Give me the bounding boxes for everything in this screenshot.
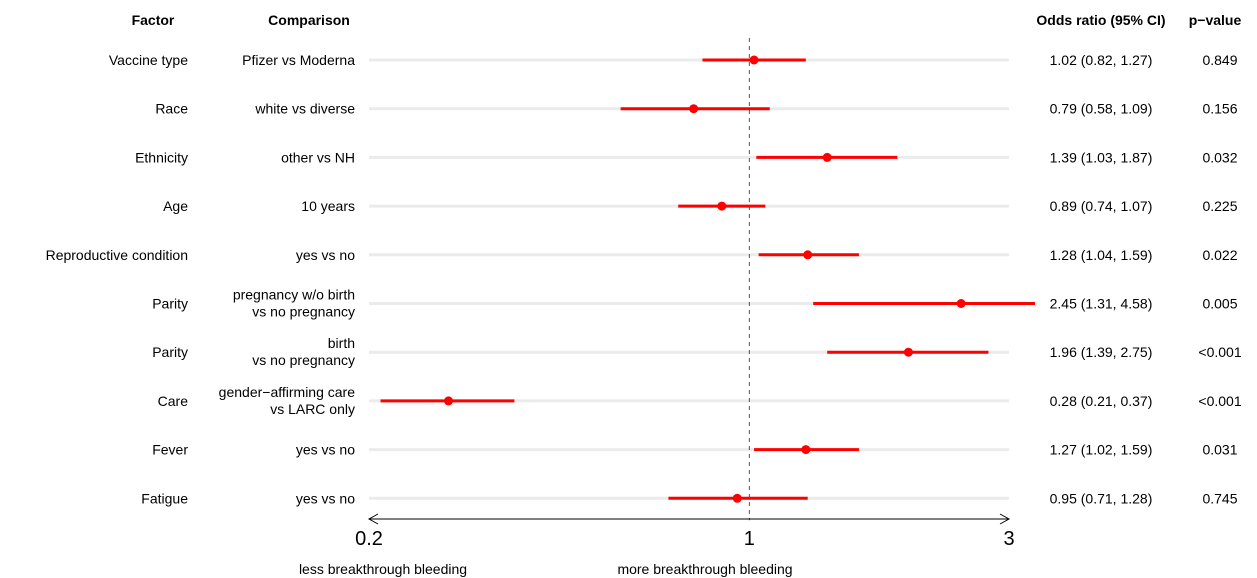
p-value-text: 0.031 <box>1202 442 1237 458</box>
forest-row: Vaccine type Pfizer vs Moderna 1.02 (0.82,… <box>109 52 1238 68</box>
p-value-text: 0.156 <box>1202 101 1237 117</box>
odds-ratio-text: 2.45 (1.31, 4.58) <box>1050 296 1153 312</box>
x-axis: 0.2 1 3 less breakthrough bleeding more brea… <box>299 513 1015 577</box>
comparison-label: vs no pregnancy <box>252 352 355 368</box>
forest-row: Race white vs diverse 0.79 (0.58, 1.09) 0.1… <box>155 101 1237 117</box>
p-value-text: <0.001 <box>1198 393 1241 409</box>
comparison-label: birth <box>328 335 355 351</box>
factor-label: Race <box>155 101 188 117</box>
comparison-label: yes vs no <box>296 442 355 458</box>
comparison-label: vs no pregnancy <box>252 304 355 320</box>
header-p-value: p−value <box>1189 12 1242 28</box>
plot-rows: Vaccine type Pfizer vs Moderna 1.02 (0.82,… <box>46 52 1242 506</box>
p-value-text: <0.001 <box>1198 344 1241 360</box>
factor-label: Reproductive condition <box>46 247 188 263</box>
factor-label: Parity <box>152 296 188 312</box>
forest-row: Age 10 years 0.89 (0.74, 1.07) 0.225 <box>163 198 1238 214</box>
factor-label: Ethnicity <box>135 149 188 165</box>
estimate-point <box>689 104 699 114</box>
factor-label: Age <box>163 198 188 214</box>
factor-label: Care <box>158 393 189 409</box>
odds-ratio-text: 1.96 (1.39, 2.75) <box>1050 344 1153 360</box>
header-comparison: Comparison <box>268 12 350 28</box>
p-value-text: 0.005 <box>1202 296 1237 312</box>
odds-ratio-text: 1.39 (1.03, 1.87) <box>1050 149 1153 165</box>
comparison-label: gender−affirming care <box>219 384 356 400</box>
odds-ratio-text: 1.27 (1.02, 1.59) <box>1050 442 1153 458</box>
odds-ratio-text: 0.28 (0.21, 0.37) <box>1050 393 1153 409</box>
axis-arrow-left <box>367 513 379 525</box>
estimate-point <box>444 396 454 406</box>
factor-label: Parity <box>152 344 188 360</box>
comparison-label: Pfizer vs Moderna <box>242 52 355 68</box>
estimate-point <box>732 493 742 503</box>
p-value-text: 0.745 <box>1202 490 1237 506</box>
header-factor: Factor <box>132 12 175 28</box>
comparison-label: 10 years <box>301 198 355 214</box>
odds-ratio-text: 0.79 (0.58, 1.09) <box>1050 101 1153 117</box>
p-value-text: 0.022 <box>1202 247 1237 263</box>
estimate-point <box>749 55 759 65</box>
estimate-point <box>822 152 832 162</box>
odds-ratio-text: 1.28 (1.04, 1.59) <box>1050 247 1153 263</box>
estimate-point <box>717 201 727 211</box>
p-value-text: 0.225 <box>1202 198 1237 214</box>
p-value-text: 0.849 <box>1202 52 1237 68</box>
column-headers: Factor Comparison Odds ratio (95% CI) p−… <box>132 12 1242 28</box>
forest-row: Fever yes vs no 1.27 (1.02, 1.59) 0.031 <box>152 442 1238 458</box>
odds-ratio-text: 0.95 (0.71, 1.28) <box>1050 490 1153 506</box>
estimate-point <box>903 347 913 357</box>
odds-ratio-text: 1.02 (0.82, 1.27) <box>1050 52 1153 68</box>
forest-row: Fatigue yes vs no 0.95 (0.71, 1.28) 0.745 <box>141 490 1237 506</box>
comparison-label: white vs diverse <box>254 101 355 117</box>
comparison-label: yes vs no <box>296 247 355 263</box>
estimate-point <box>801 445 811 455</box>
odds-ratio-text: 0.89 (0.74, 1.07) <box>1050 198 1153 214</box>
forest-row: Reproductive condition yes vs no 1.28 (1.0… <box>46 247 1238 263</box>
x-tick-label: 3 <box>1003 528 1014 550</box>
x-tick-label: 1 <box>744 528 755 550</box>
comparison-label: vs LARC only <box>270 401 355 417</box>
axis-arrow-right <box>999 513 1011 525</box>
comparison-label: other vs NH <box>281 149 355 165</box>
comparison-label: yes vs no <box>296 490 355 506</box>
forest-row: Ethnicity other vs NH 1.39 (1.03, 1.87) 0.0… <box>135 149 1238 165</box>
x-axis-right-label: more breakthrough bleeding <box>617 561 792 577</box>
header-odds-ratio: Odds ratio (95% CI) <box>1036 12 1165 28</box>
estimate-point <box>803 250 813 260</box>
row-bands <box>369 58 1009 500</box>
p-value-text: 0.032 <box>1202 149 1237 165</box>
factor-label: Fever <box>152 442 188 458</box>
estimate-point <box>956 299 966 308</box>
x-axis-left-label: less breakthrough bleeding <box>299 561 467 577</box>
comparison-label: pregnancy w/o birth <box>233 287 355 303</box>
factor-label: Vaccine type <box>109 52 188 68</box>
x-tick-label: 0.2 <box>355 528 383 550</box>
factor-label: Fatigue <box>141 490 188 506</box>
